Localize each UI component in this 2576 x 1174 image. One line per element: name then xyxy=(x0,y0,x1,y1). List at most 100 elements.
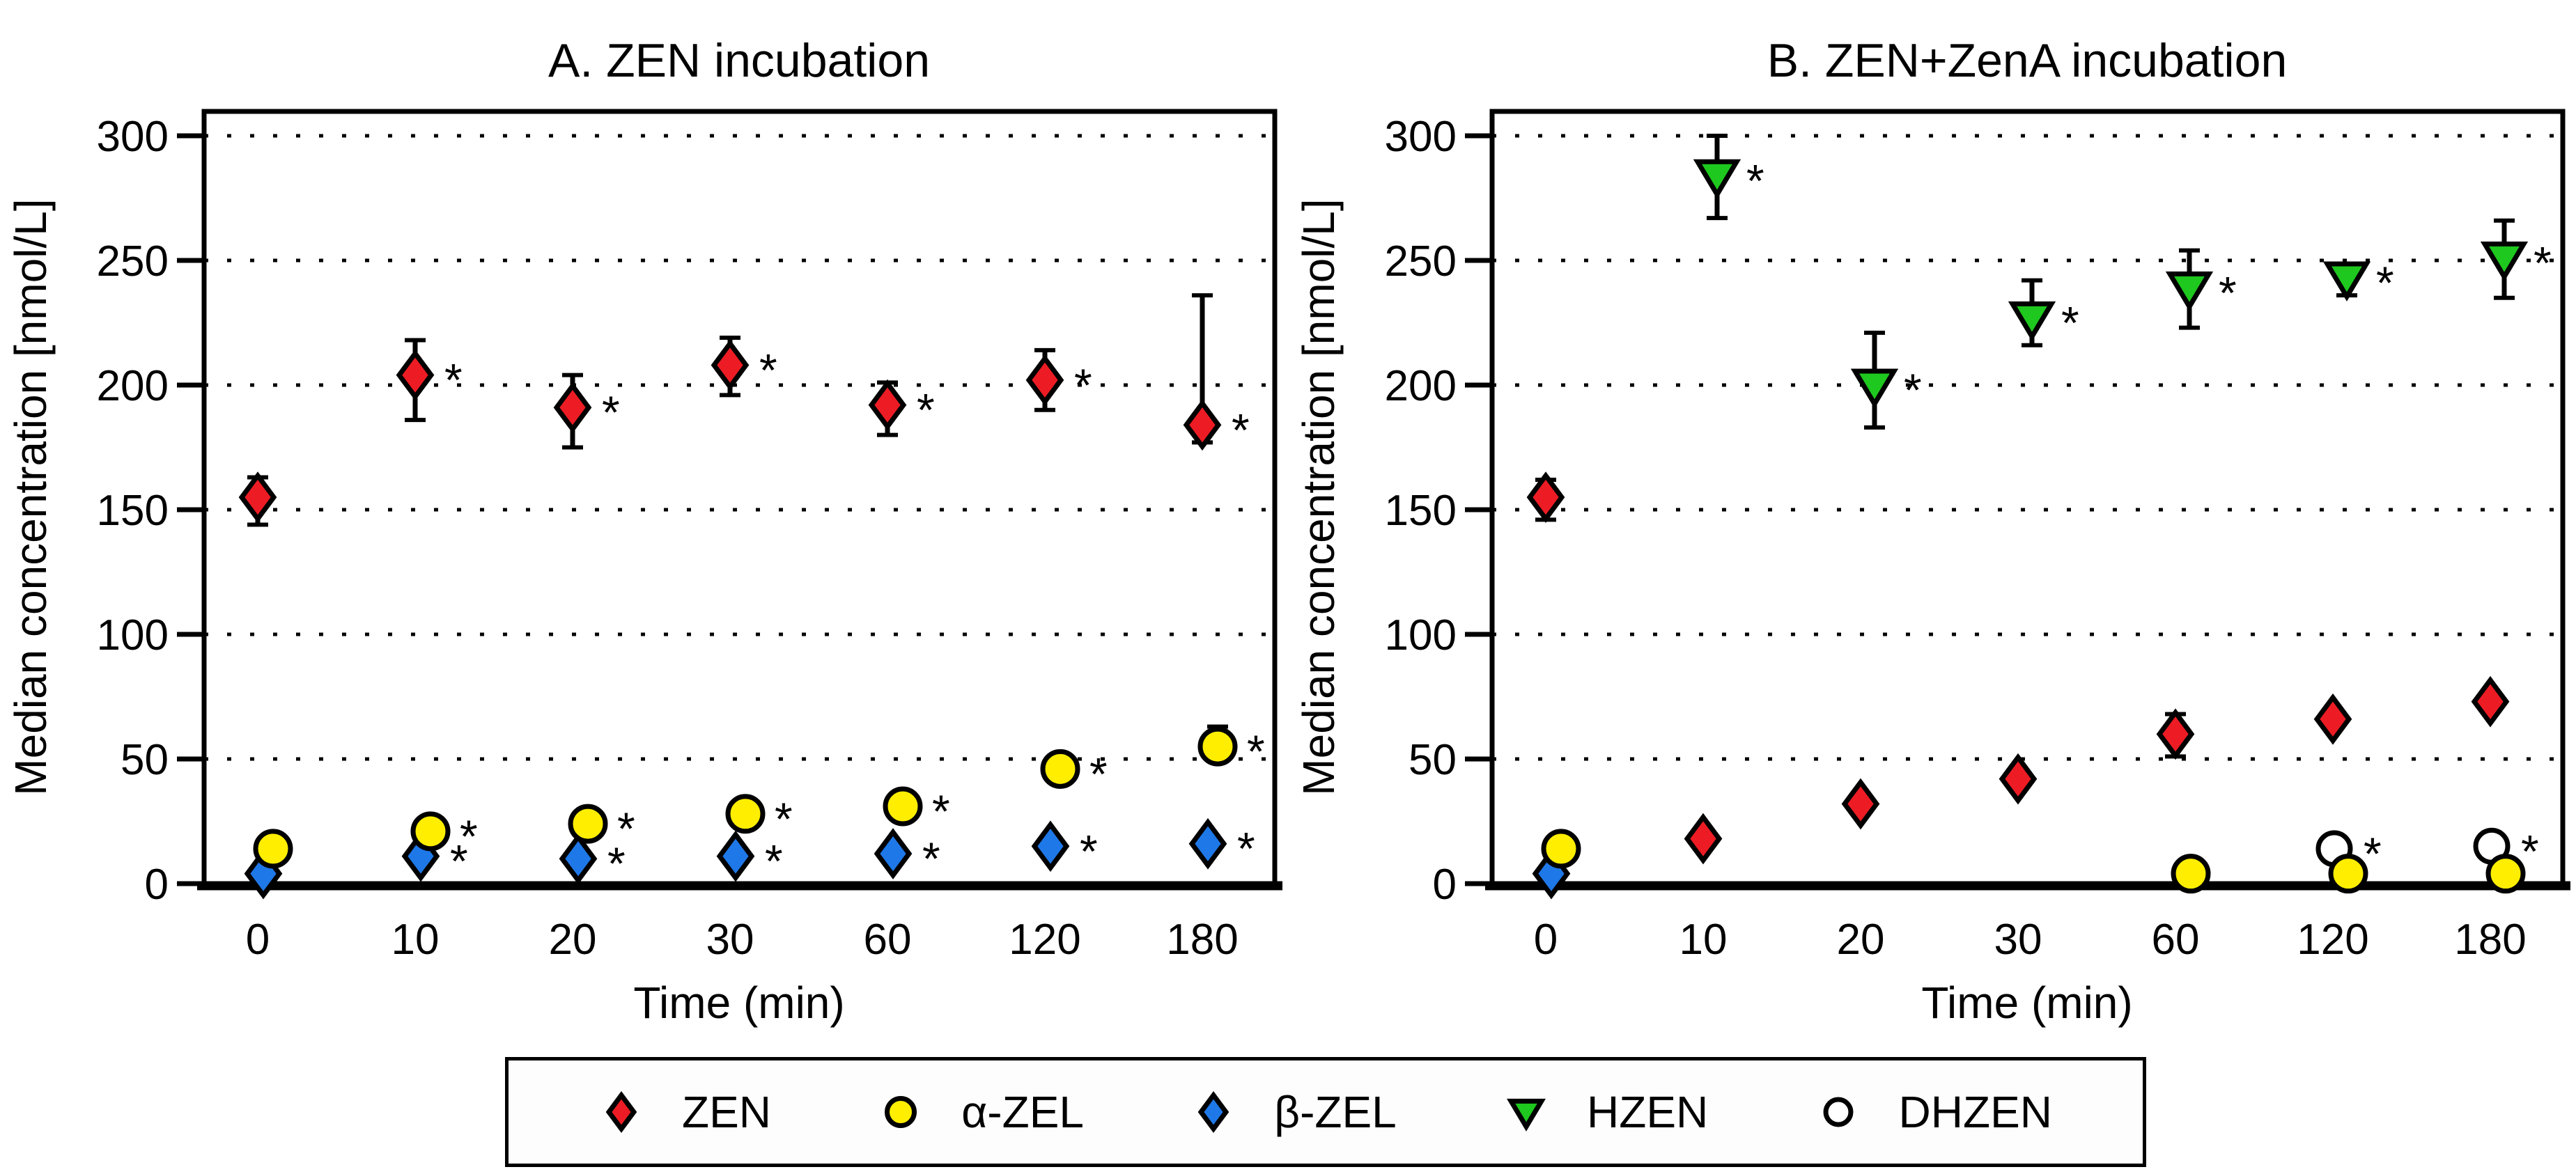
β-ZEL-point xyxy=(559,833,598,885)
α-ZEL-point xyxy=(2328,854,2368,894)
series-β-ZEL: * * * * * * xyxy=(244,817,1255,900)
α-ZEL-point xyxy=(1040,749,1080,789)
plot-frame xyxy=(201,109,1278,886)
HZEN-point xyxy=(2008,301,2056,342)
significance-asterisk: * xyxy=(1904,364,1922,416)
chart-b-canvas: 0 50 100 150 200 250 300 0 10 20 30 60 120 180 * * * * * **… xyxy=(1294,34,2570,1028)
significance-asterisk: * xyxy=(450,836,468,887)
x-tick-label: 20 xyxy=(1837,916,1885,964)
significance-asterisk: * xyxy=(2219,267,2237,318)
significance-asterisk: * xyxy=(2534,237,2552,288)
x-tick-label: 60 xyxy=(864,916,912,964)
significance-asterisk: * xyxy=(444,354,463,406)
x-tick-label: 30 xyxy=(1994,916,2042,964)
x-tick-label: 10 xyxy=(1679,916,1728,964)
significance-asterisk: * xyxy=(2376,257,2394,308)
x-tick-label: 180 xyxy=(2454,916,2526,964)
legend-marker-α-ZEL-icon xyxy=(885,1096,917,1128)
y-tick-label: 300 xyxy=(1385,113,1457,161)
significance-asterisk: * xyxy=(1089,748,1108,799)
ZEN-point xyxy=(396,349,435,401)
y-tick-label: 150 xyxy=(97,487,169,535)
significance-asterisk: * xyxy=(1247,726,1265,777)
panel-a-title: A. ZEN incubation xyxy=(548,34,930,87)
legend-marker-DHZEN-icon xyxy=(1823,1097,1853,1127)
legend: ZEN α-ZEL β-ZEL HZEN DHZEN xyxy=(505,1057,2146,1167)
legend-circle-icon xyxy=(885,1096,917,1128)
y-tick-label: 100 xyxy=(97,611,169,659)
HZEN-point xyxy=(1850,368,1899,409)
significance-asterisk: * xyxy=(1080,825,1098,877)
legend-item-β-ZEL: β-ZEL xyxy=(1191,1081,1397,1143)
ZEN-point xyxy=(1526,471,1565,523)
x-tick-label: 30 xyxy=(706,916,754,964)
significance-asterisk: * xyxy=(917,384,935,436)
legend-label: ZEN xyxy=(682,1087,771,1137)
y-tick-label: 100 xyxy=(1385,611,1457,659)
legend-item-DHZEN: DHZEN xyxy=(1816,1081,2052,1143)
legend-label: DHZEN xyxy=(1898,1087,2052,1137)
x-tick-label: 0 xyxy=(246,916,270,964)
ZEN-point xyxy=(1841,778,1880,830)
significance-asterisk: * xyxy=(1232,404,1250,455)
β-ZEL-point xyxy=(1188,817,1227,870)
significance-asterisk: * xyxy=(1746,155,1764,206)
series-α-ZEL: * * * * * * xyxy=(253,724,1265,869)
α-ZEL-point xyxy=(253,829,293,869)
significance-asterisk: * xyxy=(932,785,950,837)
ZEN-point xyxy=(1025,354,1064,406)
panel-a-x-axis-label: Time (min) xyxy=(633,978,844,1028)
ZEN-point xyxy=(1183,399,1222,451)
panel-b-x-axis-label: Time (min) xyxy=(1921,978,2132,1028)
legend-label: HZEN xyxy=(1587,1087,1709,1137)
legend-label: α-ZEL xyxy=(961,1087,1084,1137)
β-ZEL-point xyxy=(874,828,913,879)
y-tick-label: 150 xyxy=(1385,487,1457,535)
y-tick-label: 0 xyxy=(145,861,169,909)
α-ZEL-point xyxy=(1541,829,1581,869)
α-ZEL-point xyxy=(568,804,608,844)
legend-label: β-ZEL xyxy=(1274,1087,1397,1137)
panel-b-y-axis-label: Median concentration [nmol/L] xyxy=(1294,198,1344,795)
significance-asterisk: * xyxy=(602,386,620,438)
y-tick-label: 200 xyxy=(1385,362,1457,410)
significance-asterisk: * xyxy=(765,836,783,887)
y-tick-label: 50 xyxy=(1409,736,1457,784)
x-tick-label: 10 xyxy=(391,916,440,964)
β-ZEL-point xyxy=(716,830,755,882)
ZEN-point xyxy=(238,471,277,523)
series-ZEN: * * * * * * xyxy=(238,293,1250,527)
significance-asterisk: * xyxy=(2061,297,2079,348)
significance-asterisk: * xyxy=(1074,359,1092,411)
β-ZEL-point xyxy=(1031,820,1070,872)
x-tick-label: 120 xyxy=(2297,916,2368,964)
significance-asterisk: * xyxy=(607,838,626,889)
ZEN-point xyxy=(2156,708,2195,760)
significance-asterisk: * xyxy=(1237,823,1255,875)
significance-asterisk: * xyxy=(617,803,635,854)
y-tick-label: 250 xyxy=(97,237,169,285)
x-tick-label: 120 xyxy=(1009,916,1080,964)
ZEN-point xyxy=(1999,753,2038,805)
ZEN-point xyxy=(868,379,907,431)
significance-asterisk: * xyxy=(759,344,777,396)
ZEN-point xyxy=(711,339,750,391)
ZEN-point xyxy=(553,382,592,434)
panel-a: 0 50 100 150 200 250 300 0 10 20 30 60 120 180 * * * * * * *… xyxy=(0,0,1288,1044)
x-tick-label: 180 xyxy=(1166,916,1238,964)
series-ZEN xyxy=(1526,471,2510,865)
x-tick-label: 60 xyxy=(2152,916,2200,964)
panel-a-y-axis-label: Median concentration [nmol/L] xyxy=(6,198,56,795)
legend-item-α-ZEL: α-ZEL xyxy=(878,1081,1084,1143)
significance-asterisk: * xyxy=(775,793,793,845)
legend-circle-open-icon xyxy=(1823,1097,1853,1127)
HZEN-point xyxy=(2165,271,2214,312)
significance-asterisk: * xyxy=(922,833,940,884)
panel-b-title: B. ZEN+ZenA incubation xyxy=(1767,34,2288,87)
ZEN-point xyxy=(1684,813,1723,865)
α-ZEL-point xyxy=(725,794,766,834)
α-ZEL-point xyxy=(2171,854,2211,894)
